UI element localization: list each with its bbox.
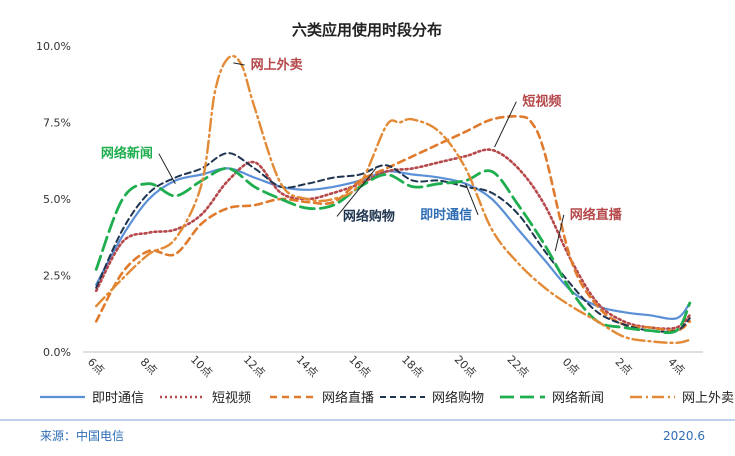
- y-tick-label: 7.5%: [43, 117, 71, 130]
- x-tick-label: 12点: [241, 353, 268, 380]
- annotation-leader: [336, 168, 377, 217]
- x-tick-label: 4点: [665, 355, 687, 377]
- legend-label-6: 网上外卖: [682, 391, 734, 406]
- x-tick-label: 6点: [85, 355, 107, 377]
- x-tick-label: 16点: [346, 353, 373, 380]
- legend-label-3: 网络直播: [322, 390, 374, 406]
- y-tick-label: 2.5%: [43, 270, 71, 283]
- x-tick-label: 10点: [188, 353, 215, 380]
- annotation-label: 网络新闻: [101, 146, 153, 162]
- legend: 即时通信 短视频 网络直播 网络购物 网络新闻 网上外卖: [40, 390, 734, 406]
- footer-source: 来源：中国电信: [40, 428, 124, 443]
- legend-label-5: 网络新闻: [552, 390, 604, 406]
- legend-label-1: 即时通信: [92, 391, 144, 406]
- y-tick-label: 5.0%: [43, 193, 71, 206]
- legend-label-2: 短视频: [212, 391, 251, 406]
- x-tick-label: 2点: [613, 355, 635, 377]
- annotation-leader: [554, 214, 565, 252]
- series-line-3: [94, 114, 692, 333]
- series-line-6: [95, 54, 691, 345]
- y-tick-label: 0.0%: [43, 346, 71, 359]
- series-line-4: [95, 152, 691, 333]
- x-tick-label: 14点: [293, 353, 320, 380]
- annotation-leader: [494, 101, 517, 148]
- annotation-leader: [465, 183, 479, 216]
- chart-title: 六类应用使用时段分布: [292, 21, 442, 39]
- annotation-label: 即时通信: [420, 207, 472, 223]
- annotation-label: 短视频: [522, 94, 561, 110]
- x-tick-label: 22点: [505, 353, 532, 380]
- x-tick-label: 8点: [138, 355, 160, 377]
- footer-date: 2020.6: [663, 429, 705, 443]
- annotation-label: 网上外卖: [251, 57, 303, 73]
- y-tick-label: 10.0%: [36, 40, 71, 53]
- y-axis-ticks: 0.0% 2.5% 5.0% 7.5% 10.0%: [36, 40, 71, 359]
- x-tick-label: 18点: [399, 353, 426, 380]
- annotation-leader: [233, 62, 245, 66]
- series-line-2: [94, 148, 692, 330]
- annotation-leader: [158, 153, 176, 184]
- annotation-label: 网络购物: [343, 208, 395, 224]
- annotation-label: 网络直播: [570, 207, 623, 223]
- x-tick-label: 20点: [452, 353, 479, 380]
- x-axis-ticks: 6点 8点 10点 12点 14点 16点 18点 20点 22点 0点 2点 4点: [85, 353, 687, 380]
- x-tick-label: 0点: [560, 355, 582, 377]
- legend-label-4: 网络购物: [432, 390, 484, 406]
- series-layer: [94, 54, 692, 345]
